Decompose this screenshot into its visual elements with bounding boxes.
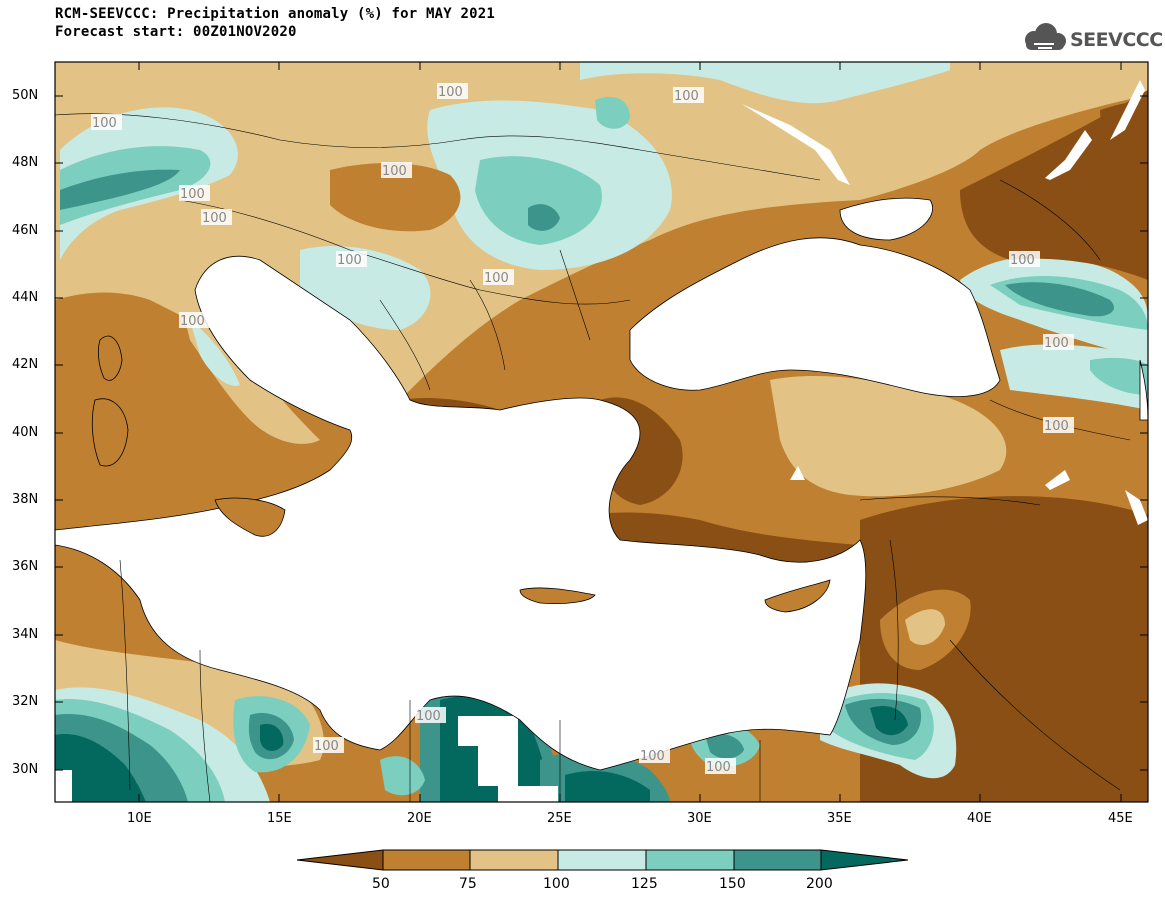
contour-label: 100 [313,737,344,754]
svg-text:100: 100 [202,211,227,226]
forecast-start-label: Forecast start: 00Z01NOV2020 [55,24,297,40]
contour-label: 100 [91,114,122,131]
lon-label: 25E [547,811,572,826]
svg-text:100: 100 [416,709,441,724]
lat-label: 46N [12,223,39,238]
colorbar-segment [645,849,735,871]
lat-label: 42N [12,357,39,372]
lon-label: 10E [127,811,152,826]
svg-text:100: 100 [92,116,117,131]
lon-label: 45E [1108,811,1133,826]
contour-label: 100 [415,707,446,724]
logo-text: SEEVCCC [1070,29,1163,51]
contour-label: 100 [437,83,468,100]
svg-text:100: 100 [674,89,699,104]
lat-label: 40N [12,425,39,440]
contour-label: 100 [483,269,514,286]
data-gaps [742,80,1148,525]
contour-label: 100 [381,162,412,179]
contour-label: 100 [179,312,210,329]
colorbar-segment [469,849,559,871]
colorbar-label: 50 [372,876,390,892]
lat-label: 30N [12,762,39,777]
contour-label: 100 [673,87,704,104]
islands [91,335,831,613]
colorbar-label: 75 [459,876,477,892]
map-frame [54,61,1149,803]
svg-text:100: 100 [382,164,407,179]
svg-text:100: 100 [180,187,205,202]
contour-label: 100 [201,209,232,226]
contour-label: 100 [1043,417,1074,434]
colorbar-segment [733,849,822,871]
lon-label: 30E [687,811,712,826]
colorbar-segment [382,849,471,871]
lat-label: 50N [12,88,39,103]
seevccc-logo-icon [1025,23,1066,50]
colorbar-label: 100 [543,876,570,892]
map-title: RCM-SEEVCCC: Precipitation anomaly (%) f… [55,6,496,22]
colorbar-segment [820,849,909,871]
contour-label: 100 [639,747,670,764]
country-borders [54,113,1131,803]
sea-areas [54,197,1149,771]
colorbar [296,849,909,871]
svg-text:100: 100 [640,749,665,764]
colorbar-segment [296,849,384,871]
contour-label: 100 [336,251,367,268]
svg-text:100: 100 [337,253,362,268]
svg-text:100: 100 [438,85,463,100]
svg-text:100: 100 [314,739,339,754]
colorbar-label: 125 [631,876,658,892]
svg-text:100: 100 [484,271,509,286]
colorbar-segment [557,849,647,871]
lat-label: 44N [12,290,39,305]
lat-label: 36N [12,559,39,574]
lon-label: 35E [827,811,852,826]
colorbar-label: 150 [719,876,746,892]
anomaly-fill [55,62,1148,802]
lat-label: 38N [12,492,39,507]
colorbar-label: 200 [806,876,833,892]
contour-label: 100 [705,758,736,775]
lon-label: 40E [967,811,992,826]
lat-label: 34N [12,627,39,642]
svg-text:100: 100 [1010,253,1035,268]
svg-text:100: 100 [1044,336,1069,351]
contour-label: 100 [179,185,210,202]
contour-label: 100 [1043,334,1074,351]
axis-ticks [55,62,1148,802]
svg-text:100: 100 [1044,419,1069,434]
contour-labels: 100 100 100 100 100 100 100 100 100 100 … [91,83,1074,775]
lon-label: 20E [407,811,432,826]
lat-label: 48N [12,155,39,170]
svg-text:100: 100 [706,760,731,775]
lat-label: 32N [12,694,39,709]
contour-label: 100 [1009,251,1040,268]
lon-label: 15E [267,811,292,826]
svg-text:100: 100 [180,314,205,329]
